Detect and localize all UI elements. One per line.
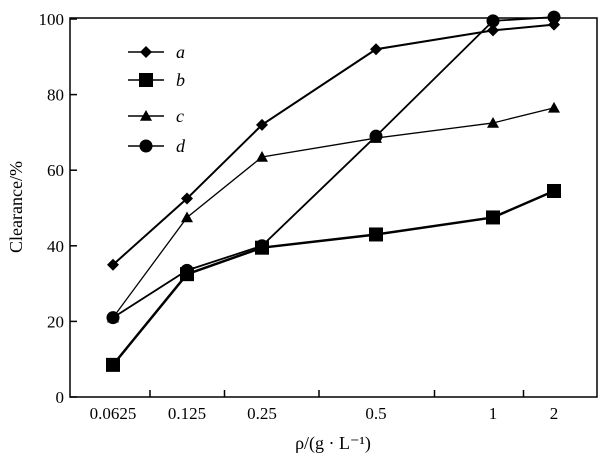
data-point-d: [180, 263, 194, 277]
legend-label: c: [176, 106, 184, 126]
data-point-d: [547, 10, 561, 24]
data-point-c: [181, 211, 193, 223]
x-tick-label: 1: [489, 404, 498, 423]
data-point-b: [369, 227, 383, 242]
legend-marker-d: [139, 139, 153, 153]
data-point-b: [547, 183, 561, 198]
series-d: [106, 10, 561, 325]
legend-marker-a: [140, 46, 152, 58]
y-tick-label: 100: [39, 10, 65, 29]
legend-item-b: b: [128, 70, 185, 90]
y-tick-label: 40: [47, 237, 64, 256]
x-tick-label: 0.5: [365, 404, 386, 423]
x-axis: 0.0625 0.125 0.25 0.5 1 2: [90, 390, 559, 423]
y-axis: 0 20 40 60 80 100: [39, 10, 77, 407]
data-point-a: [487, 24, 499, 37]
plot-frame: [69, 17, 598, 398]
data-point-b: [486, 210, 500, 225]
series-line-c: [112, 107, 555, 319]
data-point-a: [256, 118, 268, 131]
data-point-d: [369, 129, 383, 143]
data-point-c: [548, 101, 560, 113]
data-point-d: [255, 239, 269, 253]
x-tick-label: 0.0625: [90, 404, 137, 423]
data-point-a: [107, 258, 119, 271]
x-tick-label: 0.25: [247, 404, 277, 423]
data-point-c: [256, 150, 268, 162]
data-point-d: [486, 14, 500, 28]
y-tick-label: 20: [47, 312, 64, 331]
data-point-b: [106, 357, 120, 372]
x-tick-label: 0.125: [168, 404, 206, 423]
y-tick-label: 0: [56, 388, 65, 407]
series-line-a: [112, 23, 555, 266]
legend-marker-c: [140, 110, 152, 121]
y-axis-label: Clearance/%: [6, 161, 26, 253]
legend-marker-b: [139, 73, 153, 87]
legend-item-a: a: [128, 42, 185, 62]
data-point-c: [487, 116, 499, 128]
x-tick-label: 2: [550, 404, 559, 423]
data-point-d: [106, 311, 120, 325]
y-tick-label: 60: [47, 161, 64, 180]
legend-item-d: d: [128, 136, 186, 156]
series-group: [106, 10, 561, 372]
legend-label: d: [176, 136, 186, 156]
series-a: [107, 18, 560, 271]
series-line-d: [112, 16, 555, 319]
x-axis-label: ρ/(g · L⁻¹): [295, 433, 371, 454]
data-point-a: [181, 192, 193, 205]
y-tick-label: 80: [47, 86, 64, 105]
legend-item-c: c: [128, 106, 184, 126]
legend-label: a: [176, 42, 185, 62]
series-line-b: [112, 189, 555, 366]
data-point-a: [370, 43, 382, 56]
legend-label: b: [176, 70, 185, 90]
